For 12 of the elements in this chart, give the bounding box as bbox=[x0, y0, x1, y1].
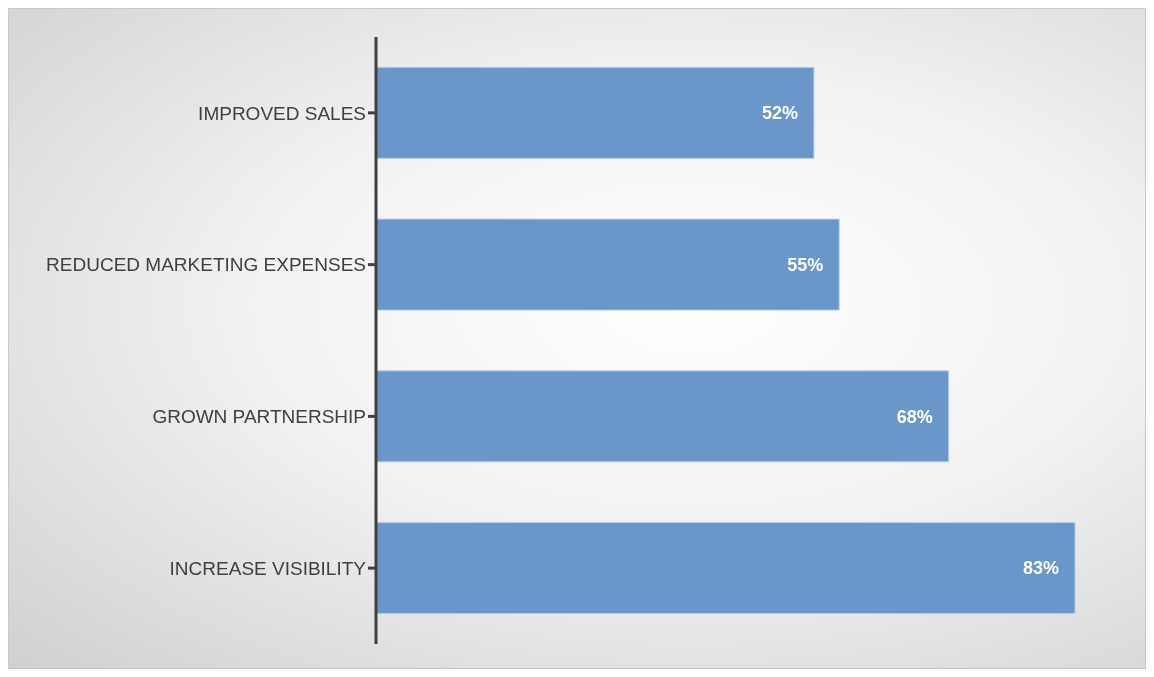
bar bbox=[375, 218, 840, 311]
data-label: 68% bbox=[896, 406, 933, 427]
data-label: 52% bbox=[761, 103, 798, 124]
data-label: 83% bbox=[1022, 558, 1059, 579]
bar bbox=[375, 66, 815, 159]
y-tick-label: REDUCED MARKETING EXPENSES bbox=[46, 254, 366, 276]
y-tick-label: IMPROVED SALES bbox=[198, 102, 366, 124]
bar bbox=[375, 370, 950, 463]
bar bbox=[375, 522, 1076, 615]
y-tick-label: GROWN PARTNERSHIP bbox=[152, 406, 366, 428]
data-label: 55% bbox=[787, 254, 824, 275]
y-tick-label: INCREASE VISIBILITY bbox=[169, 557, 367, 579]
